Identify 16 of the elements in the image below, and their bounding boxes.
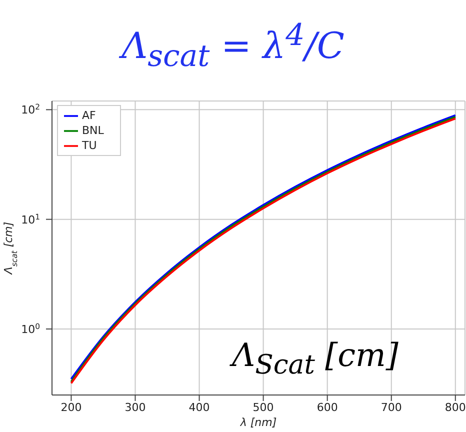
legend-label: BNL <box>82 124 104 137</box>
x-tick-label: 400 <box>188 400 210 414</box>
x-tick-label: 200 <box>60 400 82 414</box>
x-axis-title: λ [nm] <box>239 416 277 429</box>
x-tick-label: 500 <box>252 400 274 414</box>
legend-label: AF <box>82 109 96 122</box>
chart-title: Λ$_{scat}$ = λ$^{4}$/C <box>118 18 346 74</box>
x-tick-label: 300 <box>124 400 146 414</box>
y-tick-label: 10$^{1}$ <box>21 212 40 226</box>
x-tick-label: 600 <box>316 400 338 414</box>
x-tick-label: 700 <box>380 400 402 414</box>
legend-label: TU <box>82 139 97 152</box>
y-tick-label: 10$^{0}$ <box>21 321 40 336</box>
x-tick-label: 800 <box>444 400 466 414</box>
annotation: Λ$_{Scat}$ [cm] <box>232 336 398 380</box>
y-tick-label: 10$^{2}$ <box>21 102 40 117</box>
